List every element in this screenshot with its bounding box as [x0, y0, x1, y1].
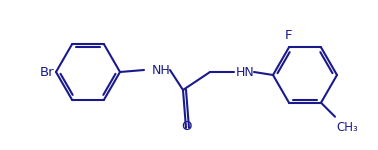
Text: F: F	[285, 29, 293, 42]
Text: O: O	[181, 120, 191, 133]
Text: HN: HN	[236, 66, 255, 78]
Text: Br: Br	[39, 66, 54, 78]
Text: CH₃: CH₃	[336, 121, 358, 134]
Text: NH: NH	[152, 63, 171, 76]
